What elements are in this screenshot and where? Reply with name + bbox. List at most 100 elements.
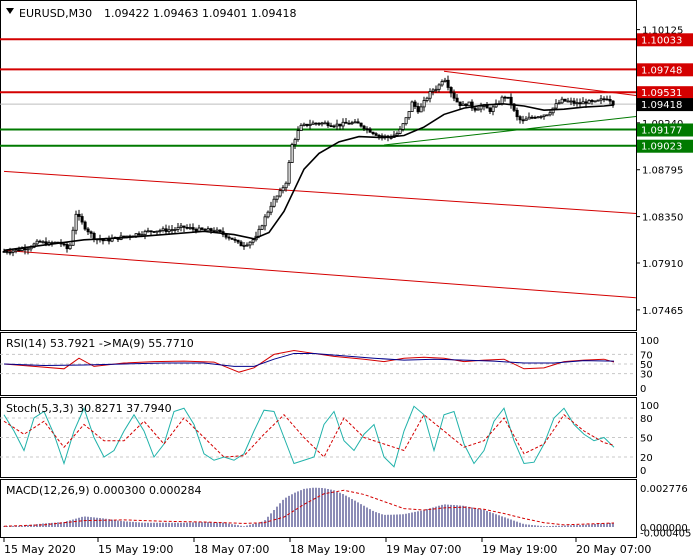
candle-body bbox=[515, 109, 519, 118]
candle-body bbox=[38, 240, 42, 243]
candle-body bbox=[599, 98, 603, 101]
chart-menu-triangle-icon[interactable] bbox=[6, 8, 14, 14]
candle-body bbox=[362, 125, 366, 130]
candle-body bbox=[281, 187, 285, 192]
candle-body bbox=[350, 122, 354, 125]
candle-body bbox=[584, 101, 588, 104]
candle-body bbox=[239, 241, 243, 247]
candle-body bbox=[218, 229, 222, 233]
stoch-axis-label: 0 bbox=[640, 466, 646, 477]
level-price-label: 1.09748 bbox=[641, 65, 682, 76]
price-axis-label: 1.08795 bbox=[642, 166, 683, 177]
candle-body bbox=[245, 244, 249, 247]
candle-body bbox=[26, 248, 30, 251]
candle-body bbox=[176, 226, 180, 230]
candle-body bbox=[380, 135, 384, 138]
candle-body bbox=[302, 123, 306, 126]
candle-body bbox=[491, 106, 495, 112]
candle-body bbox=[530, 116, 534, 119]
price-plot-group bbox=[0, 38, 637, 299]
candle-body bbox=[272, 198, 276, 207]
candle-body bbox=[164, 228, 168, 232]
candle-body bbox=[479, 105, 483, 110]
candle-body bbox=[404, 117, 408, 125]
level-price-label: 1.09418 bbox=[641, 100, 682, 111]
candle-body bbox=[593, 100, 597, 103]
candle-body bbox=[557, 102, 561, 105]
candle-body bbox=[581, 101, 585, 105]
candle-body bbox=[407, 111, 411, 119]
candle-body bbox=[410, 101, 414, 112]
candle-body bbox=[305, 123, 309, 126]
candle-body bbox=[488, 107, 492, 112]
trend-line[interactable] bbox=[383, 116, 637, 146]
candle-body bbox=[35, 240, 39, 245]
stoch-main-line bbox=[3, 405, 615, 468]
candle-body bbox=[569, 100, 573, 103]
candle-body bbox=[89, 231, 93, 234]
level-price-label: 1.10033 bbox=[641, 35, 682, 46]
candle-body bbox=[503, 96, 507, 99]
trend-line[interactable] bbox=[3, 249, 637, 299]
macd-title: MACD(12,26,9) 0.000300 0.000284 bbox=[6, 484, 202, 497]
candle-body bbox=[485, 104, 489, 109]
trend-line[interactable] bbox=[443, 70, 637, 96]
candle-body bbox=[575, 102, 579, 105]
candle-body bbox=[314, 122, 318, 125]
candle-body bbox=[134, 233, 138, 237]
candle-body bbox=[173, 228, 177, 231]
trend-line[interactable] bbox=[3, 170, 637, 214]
candle-body bbox=[74, 213, 78, 231]
price-axis-label: 1.10125 bbox=[642, 26, 683, 37]
level-price-tag bbox=[637, 63, 693, 77]
level-price-label: 1.09531 bbox=[641, 88, 682, 99]
time-axis-label: 18 May 19:00 bbox=[290, 543, 365, 556]
candle-body bbox=[146, 230, 150, 233]
candle-body bbox=[278, 190, 282, 197]
candle-body bbox=[518, 116, 522, 121]
candle-body bbox=[443, 79, 447, 82]
candle-body bbox=[524, 118, 528, 121]
candle-body bbox=[365, 128, 369, 131]
candle-body bbox=[545, 114, 549, 117]
candle-body bbox=[83, 221, 87, 230]
candle-body bbox=[20, 248, 24, 251]
candle-body bbox=[155, 230, 159, 233]
candle-body bbox=[461, 103, 465, 106]
candle-body bbox=[431, 89, 435, 92]
rsi-title: RSI(14) 53.7921 ->MA(9) 55.7710 bbox=[6, 337, 194, 350]
candle-body bbox=[590, 99, 594, 102]
rsi-plot-group bbox=[0, 350, 636, 375]
stoch-axis-label: 20 bbox=[640, 453, 653, 464]
candle-body bbox=[605, 98, 609, 101]
candle-body bbox=[596, 99, 600, 102]
candle-body bbox=[344, 121, 348, 124]
candle-body bbox=[62, 243, 66, 246]
candle-body bbox=[329, 125, 333, 128]
candle-body bbox=[377, 134, 381, 137]
candle-body bbox=[200, 227, 204, 230]
candle-body bbox=[251, 239, 255, 243]
candle-body bbox=[209, 228, 213, 232]
main-price-panel[interactable] bbox=[0, 0, 637, 331]
candle-body bbox=[536, 116, 540, 119]
candle-body bbox=[311, 122, 315, 125]
candle-body bbox=[86, 228, 90, 233]
rsi-axis-label: 30 bbox=[640, 370, 653, 381]
candle-body bbox=[560, 98, 564, 104]
level-price-label: 1.09023 bbox=[641, 142, 682, 153]
candle-body bbox=[293, 139, 297, 145]
candle-body bbox=[170, 229, 174, 232]
candle-body bbox=[509, 96, 513, 105]
time-axis-label: 19 May 19:00 bbox=[482, 543, 557, 556]
candle-body bbox=[419, 106, 423, 113]
rsi-axis-label: 0 bbox=[640, 384, 646, 395]
candle-body bbox=[341, 121, 345, 127]
candle-body bbox=[473, 107, 477, 111]
candle-body bbox=[158, 230, 162, 232]
candle-body bbox=[71, 229, 75, 246]
stoch-axis-label: 80 bbox=[640, 414, 653, 425]
candle-body bbox=[11, 250, 15, 253]
candle-body bbox=[230, 237, 234, 240]
